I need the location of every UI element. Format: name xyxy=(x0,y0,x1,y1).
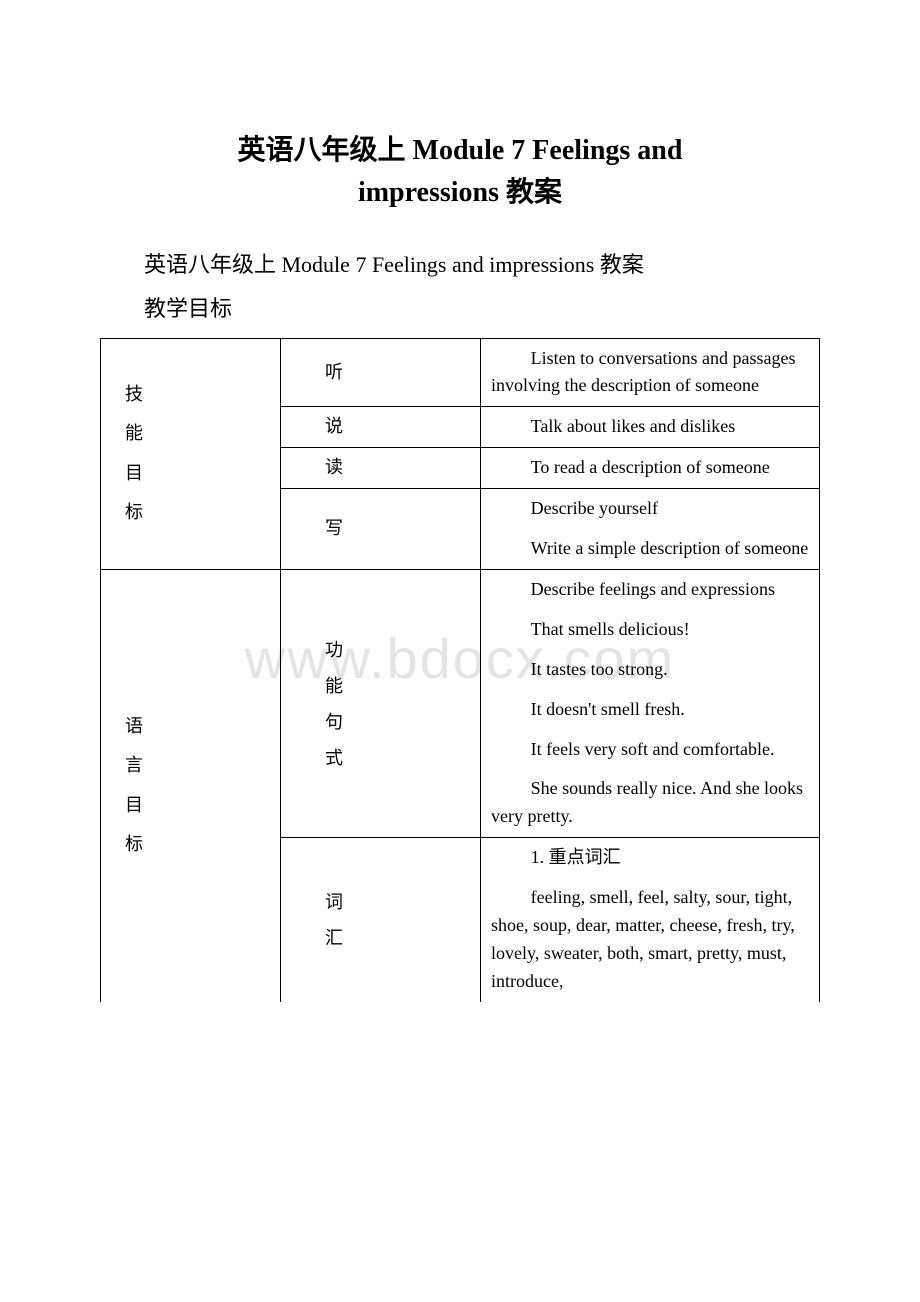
cell-text: It tastes too strong. xyxy=(491,656,809,684)
page-title: 英语八年级上 Module 7 Feelings and impressions… xyxy=(100,130,820,214)
table-row: 语 言 目 标 功 能 句 式 Describe feelings and ex… xyxy=(101,569,820,837)
table-row: 技 能 目 标 听 Listen to conversations and pa… xyxy=(101,338,820,407)
cell-text: Listen to conversations and passages inv… xyxy=(491,345,809,401)
group-heading-language: 语 言 目 标 xyxy=(101,569,281,1001)
skill-label-speak: 说 xyxy=(281,407,481,448)
page-content: 英语八年级上 Module 7 Feelings and impressions… xyxy=(0,0,920,1002)
char: 句 xyxy=(325,704,472,740)
char: 目 xyxy=(125,786,272,826)
cell-text: Write a simple description of someone xyxy=(491,535,809,563)
cell-text: It feels very soft and comfortable. xyxy=(491,736,809,764)
skill-label-listen: 听 xyxy=(281,338,481,407)
subtitle: 英语八年级上 Module 7 Feelings and impressions… xyxy=(100,244,820,286)
title-line-2: impressions 教案 xyxy=(358,177,562,208)
char: 语 xyxy=(125,707,272,747)
cell-text: To read a description of someone xyxy=(491,454,809,482)
lang-label-sentences: 功 能 句 式 xyxy=(281,569,481,837)
skill-label-read: 读 xyxy=(281,448,481,489)
cell-text: It doesn't smell fresh. xyxy=(491,696,809,724)
skill-content-write: Describe yourself Write a simple descrip… xyxy=(481,489,820,570)
cell-text: feeling, smell, feel, salty, sour, tight… xyxy=(491,884,809,996)
title-line-1: 英语八年级上 Module 7 Feelings and xyxy=(238,135,683,166)
lang-content-vocab: 1. 重点词汇 feeling, smell, feel, salty, sou… xyxy=(481,838,820,1002)
char: 言 xyxy=(125,746,272,786)
lang-content-sentences: Describe feelings and expressions That s… xyxy=(481,569,820,837)
skill-content-speak: Talk about likes and dislikes xyxy=(481,407,820,448)
char: 目 xyxy=(125,454,272,494)
char: 能 xyxy=(125,414,272,454)
char: 技 xyxy=(125,375,272,415)
skill-content-listen: Listen to conversations and passages inv… xyxy=(481,338,820,407)
skill-content-read: To read a description of someone xyxy=(481,448,820,489)
char: 词 xyxy=(325,884,472,920)
objectives-table: 技 能 目 标 听 Listen to conversations and pa… xyxy=(100,338,820,1002)
skill-label-write: 写 xyxy=(281,489,481,570)
cell-text: She sounds really nice. And she looks ve… xyxy=(491,775,809,831)
cell-text: Talk about likes and dislikes xyxy=(491,413,809,441)
cell-text: That smells delicious! xyxy=(491,616,809,644)
char: 功 xyxy=(325,632,472,668)
section-label: 教学目标 xyxy=(100,288,820,330)
char: 式 xyxy=(325,740,472,776)
lang-label-vocab: 词 汇 xyxy=(281,838,481,1002)
cell-text: Describe yourself xyxy=(491,495,809,523)
cell-text: Describe feelings and expressions xyxy=(491,576,809,604)
char: 标 xyxy=(125,825,272,865)
char: 标 xyxy=(125,493,272,533)
cell-text: 1. 重点词汇 xyxy=(491,844,809,872)
char: 能 xyxy=(325,668,472,704)
group-heading-skills: 技 能 目 标 xyxy=(101,338,281,569)
char: 汇 xyxy=(325,920,472,956)
